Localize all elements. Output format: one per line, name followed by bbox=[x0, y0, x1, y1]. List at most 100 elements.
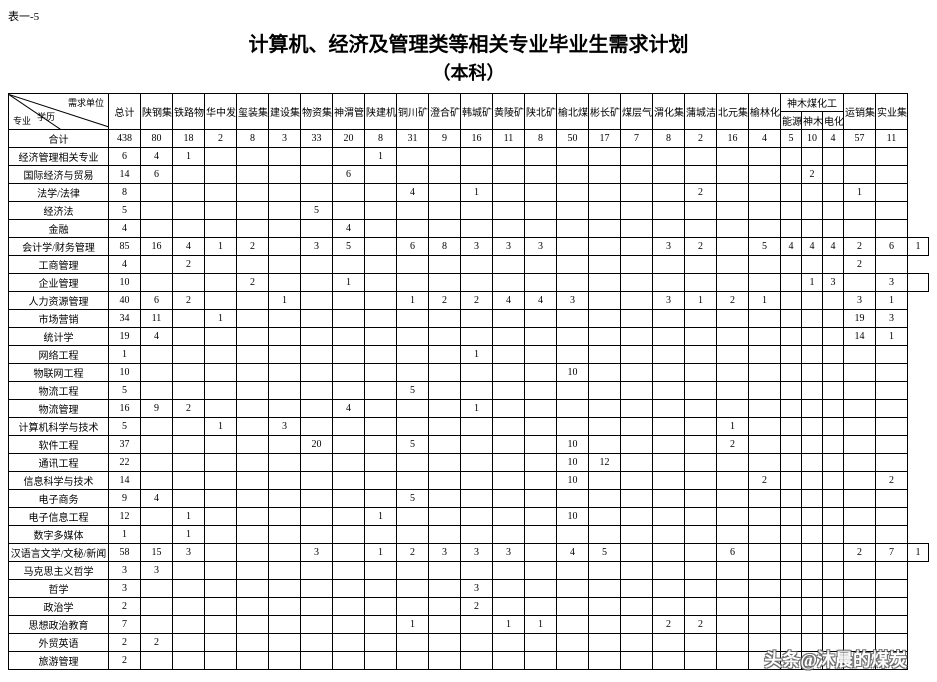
cell bbox=[269, 652, 301, 670]
cell bbox=[493, 220, 525, 238]
cell bbox=[589, 256, 621, 274]
col-header: 建设集团 bbox=[269, 94, 301, 130]
cell: 2 bbox=[685, 184, 717, 202]
cell bbox=[269, 400, 301, 418]
cell bbox=[823, 310, 844, 328]
cell bbox=[589, 652, 621, 670]
cell: 3 bbox=[876, 274, 908, 292]
cell bbox=[717, 526, 749, 544]
cell bbox=[429, 472, 461, 490]
cell bbox=[461, 472, 493, 490]
cell bbox=[269, 544, 301, 562]
cell: 14 bbox=[109, 472, 141, 490]
cell bbox=[653, 256, 685, 274]
cell bbox=[589, 292, 621, 310]
cell: 4 bbox=[557, 544, 589, 562]
cell bbox=[823, 598, 844, 616]
cell bbox=[301, 328, 333, 346]
cell bbox=[876, 508, 908, 526]
cell: 16 bbox=[109, 400, 141, 418]
cell bbox=[525, 364, 557, 382]
cell bbox=[749, 490, 781, 508]
cell bbox=[621, 580, 653, 598]
cell bbox=[653, 580, 685, 598]
cell: 1 bbox=[685, 292, 717, 310]
cell: 3 bbox=[173, 544, 205, 562]
cell: 5 bbox=[333, 238, 365, 256]
cell bbox=[653, 166, 685, 184]
cell bbox=[621, 166, 653, 184]
table-row: 马克思主义哲学33 bbox=[9, 562, 929, 580]
col-header: 彬长矿业 bbox=[589, 94, 621, 130]
cell bbox=[781, 256, 802, 274]
cell bbox=[493, 382, 525, 400]
cell bbox=[781, 310, 802, 328]
cell: 14 bbox=[109, 166, 141, 184]
cell bbox=[461, 418, 493, 436]
cell bbox=[781, 544, 802, 562]
cell bbox=[365, 526, 397, 544]
col-header: 铜川矿业 bbox=[397, 94, 429, 130]
cell: 4 bbox=[333, 220, 365, 238]
cell: 4 bbox=[109, 220, 141, 238]
cell bbox=[333, 580, 365, 598]
cell bbox=[429, 328, 461, 346]
cell bbox=[269, 148, 301, 166]
cell: 4 bbox=[525, 292, 557, 310]
cell bbox=[301, 526, 333, 544]
cell bbox=[823, 382, 844, 400]
cell bbox=[749, 544, 781, 562]
cell bbox=[525, 310, 557, 328]
cell bbox=[237, 652, 269, 670]
cell bbox=[333, 652, 365, 670]
col-header: 陕钢集团 bbox=[141, 94, 173, 130]
cell: 1 bbox=[802, 274, 823, 292]
cell: 10 bbox=[109, 274, 141, 292]
cell bbox=[141, 508, 173, 526]
cell: 1 bbox=[333, 274, 365, 292]
cell bbox=[461, 364, 493, 382]
cell bbox=[621, 202, 653, 220]
cell bbox=[781, 454, 802, 472]
cell bbox=[823, 652, 844, 670]
cell bbox=[557, 184, 589, 202]
cell bbox=[269, 256, 301, 274]
cell bbox=[717, 328, 749, 346]
cell: 10 bbox=[109, 364, 141, 382]
demand-table: 需求单位 学历 专业 总计陕钢集团铁路物流华中发电玺装集团建设集团物资集团神渭管… bbox=[8, 93, 929, 670]
cell bbox=[269, 238, 301, 256]
cell bbox=[685, 166, 717, 184]
cell: 1 bbox=[397, 616, 429, 634]
diagonal-header: 需求单位 学历 专业 bbox=[9, 94, 109, 130]
cell: 2 bbox=[397, 544, 429, 562]
cell: 37 bbox=[109, 436, 141, 454]
cell bbox=[844, 220, 876, 238]
cell bbox=[429, 580, 461, 598]
col-header: 蒲城洁能 bbox=[685, 94, 717, 130]
cell bbox=[493, 472, 525, 490]
cell bbox=[173, 310, 205, 328]
cell bbox=[781, 490, 802, 508]
cell bbox=[525, 166, 557, 184]
cell: 5 bbox=[301, 202, 333, 220]
cell bbox=[802, 346, 823, 364]
cell bbox=[493, 418, 525, 436]
cell: 8 bbox=[525, 130, 557, 148]
cell bbox=[685, 418, 717, 436]
cell: 1 bbox=[844, 184, 876, 202]
cell bbox=[621, 346, 653, 364]
cell bbox=[333, 598, 365, 616]
table-row: 电子信息工程121110 bbox=[9, 508, 929, 526]
cell bbox=[333, 382, 365, 400]
cell: 4 bbox=[141, 328, 173, 346]
cell bbox=[844, 652, 876, 670]
cell bbox=[269, 508, 301, 526]
cell bbox=[557, 202, 589, 220]
cell: 6 bbox=[141, 166, 173, 184]
cell bbox=[589, 364, 621, 382]
cell bbox=[301, 598, 333, 616]
cell: 5 bbox=[781, 130, 802, 148]
cell: 5 bbox=[397, 490, 429, 508]
cell bbox=[717, 382, 749, 400]
cell bbox=[589, 508, 621, 526]
